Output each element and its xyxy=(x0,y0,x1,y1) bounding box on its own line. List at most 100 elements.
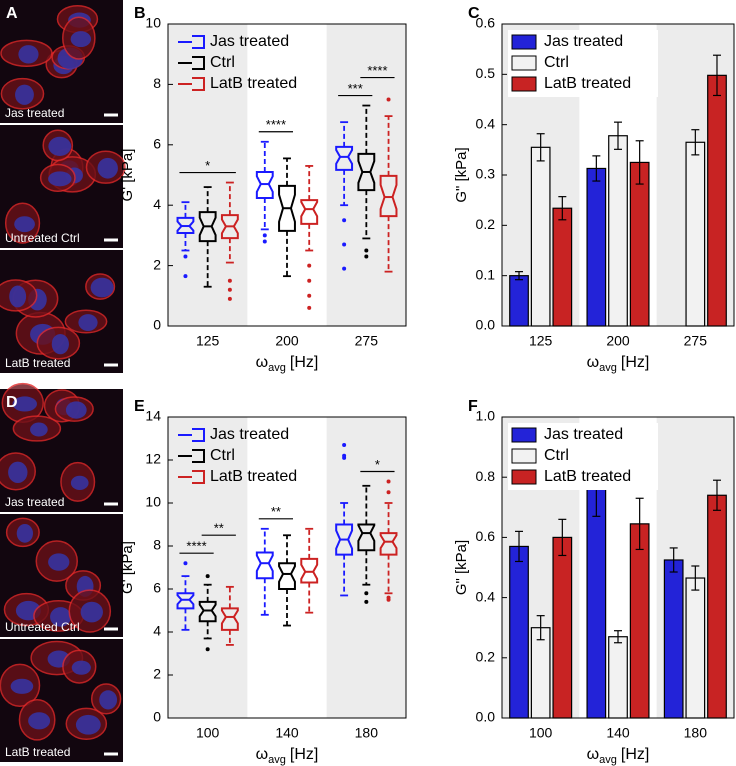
y-tick-label: 0.0 xyxy=(476,709,496,725)
box xyxy=(335,145,354,171)
outlier xyxy=(307,305,312,310)
y-tick-label: 4 xyxy=(153,623,161,639)
x-axis-symbol: ω xyxy=(587,354,600,371)
significance-label: *** xyxy=(348,81,363,96)
outlier xyxy=(183,254,188,259)
y-tick-label: 0.6 xyxy=(476,528,496,544)
x-axis-label: ωavg [Hz] xyxy=(256,746,319,766)
plot-frame xyxy=(167,23,407,327)
outlier xyxy=(386,97,391,102)
legend-swatch xyxy=(511,55,537,71)
box xyxy=(278,562,296,590)
image-label: Jas treated xyxy=(5,106,64,120)
x-tick-label: 100 xyxy=(529,725,553,741)
bar xyxy=(685,141,706,327)
legend-swatch xyxy=(192,428,205,442)
y-tick-label: 8 xyxy=(153,537,161,553)
significance-label: * xyxy=(205,158,210,173)
outlier xyxy=(364,591,369,596)
bar xyxy=(552,207,573,327)
x-axis-subscript: avg xyxy=(599,754,617,766)
x-axis-subscript: avg xyxy=(268,362,286,374)
significance-label: **** xyxy=(367,63,387,78)
y-tick-label: 0.3 xyxy=(476,166,496,182)
legend-swatch xyxy=(192,77,205,91)
image-label: LatB treated xyxy=(5,356,70,370)
nucleus xyxy=(99,690,118,710)
x-tick-label: 140 xyxy=(606,725,630,741)
y-tick-label: 4 xyxy=(153,196,161,212)
box xyxy=(278,184,296,232)
bar xyxy=(663,559,684,719)
y-tick-label: 6 xyxy=(153,580,161,596)
nucleus xyxy=(70,31,92,48)
panel-label: F xyxy=(468,398,478,415)
outlier xyxy=(227,278,232,283)
nucleus xyxy=(28,712,51,730)
x-axis-label: ωavg [Hz] xyxy=(256,354,319,374)
nucleus xyxy=(12,396,37,412)
x-axis-unit: [Hz] xyxy=(290,354,318,371)
box xyxy=(335,523,354,556)
outlier xyxy=(307,278,312,283)
box xyxy=(300,557,319,584)
legend-swatch xyxy=(511,469,537,485)
y-tick-label: 0.2 xyxy=(476,649,496,665)
panel-label: E xyxy=(134,398,145,415)
bar xyxy=(608,135,628,327)
legend-label: Ctrl xyxy=(210,447,235,464)
plot-frame xyxy=(501,416,735,719)
outlier xyxy=(307,293,312,298)
box xyxy=(176,216,195,234)
box xyxy=(255,170,274,199)
box xyxy=(357,523,376,552)
x-tick-label: 200 xyxy=(606,333,630,349)
nucleus xyxy=(48,136,72,156)
nucleus xyxy=(65,401,87,419)
outlier xyxy=(342,455,347,460)
legend-swatch xyxy=(192,56,205,70)
bar xyxy=(608,636,628,719)
x-tick-label: 125 xyxy=(196,333,220,349)
outlier xyxy=(227,287,232,292)
box xyxy=(379,174,398,218)
x-axis-symbol: ω xyxy=(587,746,600,763)
y-tick-label: 14 xyxy=(145,408,161,424)
outlier xyxy=(342,266,347,271)
box xyxy=(357,152,376,192)
y-tick-label: 0.5 xyxy=(476,65,496,81)
nucleus xyxy=(78,314,98,331)
y-tick-label: 8 xyxy=(153,75,161,91)
nucleus xyxy=(9,285,27,308)
nucleus xyxy=(75,714,101,735)
bar xyxy=(552,536,573,719)
outlier xyxy=(386,479,391,484)
bar xyxy=(509,275,529,327)
x-axis-unit: [Hz] xyxy=(621,354,649,371)
nucleus xyxy=(16,523,34,543)
legend-label: Jas treated xyxy=(544,426,623,443)
legend-swatch xyxy=(511,448,537,464)
outlier xyxy=(386,597,391,602)
y-tick-label: 2 xyxy=(153,256,161,272)
y-tick-label: 1.0 xyxy=(476,408,496,424)
panel-label: A xyxy=(6,5,18,22)
box xyxy=(300,199,319,225)
outlier xyxy=(364,248,369,253)
box xyxy=(176,592,195,610)
y-tick-label: 0.1 xyxy=(476,266,496,282)
box xyxy=(220,607,239,631)
y-tick-label: 12 xyxy=(145,451,161,467)
image-label: LatB treated xyxy=(5,745,70,759)
y-axis-label: G' [kPa] xyxy=(119,149,136,202)
legend-swatch xyxy=(511,34,537,50)
legend-swatch xyxy=(192,470,205,484)
significance-label: ** xyxy=(214,521,224,536)
nucleus xyxy=(18,45,39,64)
x-axis-unit: [Hz] xyxy=(621,746,649,763)
legend-label: Ctrl xyxy=(210,54,235,71)
x-tick-label: 200 xyxy=(275,333,299,349)
nucleus xyxy=(48,553,70,571)
y-tick-label: 6 xyxy=(153,136,161,152)
